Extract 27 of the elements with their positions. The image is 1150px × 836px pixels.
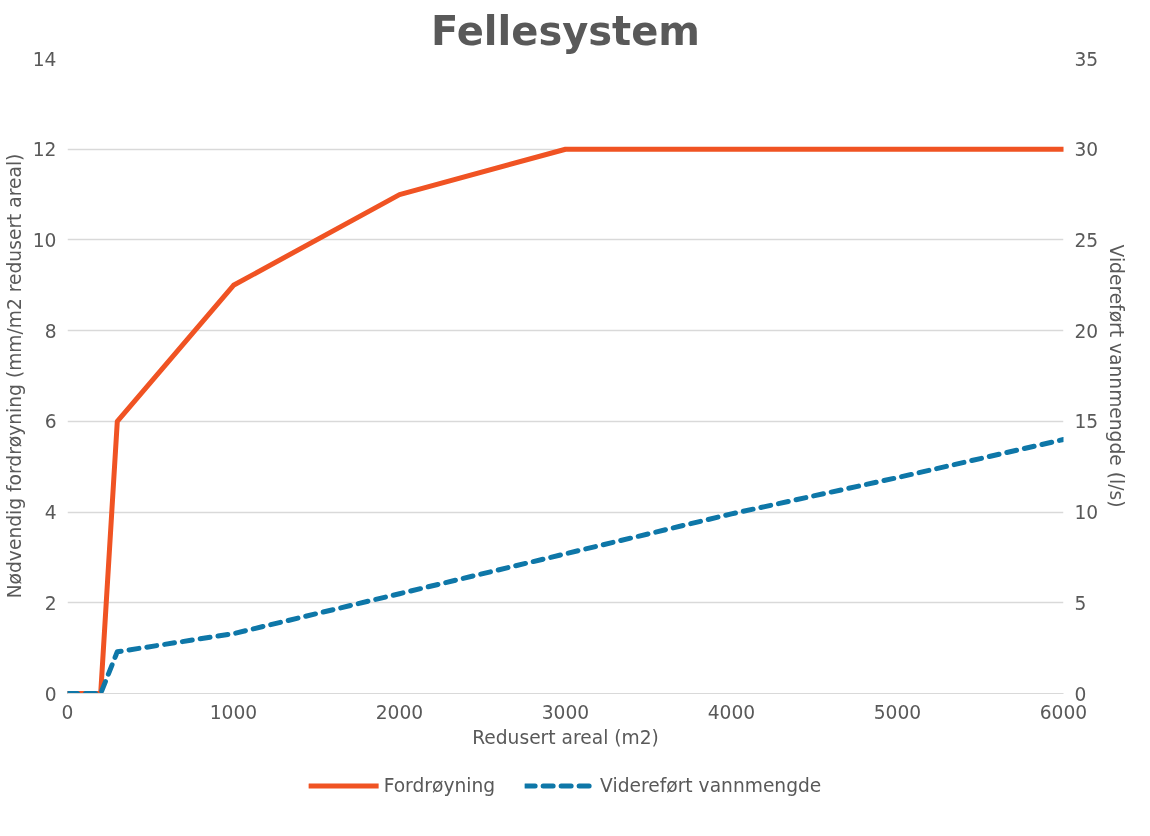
x-axis-title: Redusert areal (m2) <box>472 726 659 748</box>
legend-label: Fordrøyning <box>383 774 496 796</box>
y2-tick-label: 5 <box>1074 592 1087 614</box>
y2-axis-title: Videreført vannmengde (l/s) <box>1106 244 1128 508</box>
y-tick-label: 0 <box>44 683 57 705</box>
y-tick-label: 4 <box>44 502 57 524</box>
y-tick-label: 12 <box>32 139 57 161</box>
legend-label: Videreført vannmengde <box>600 774 822 796</box>
chart-title: Fellesystem <box>431 7 701 54</box>
y-tick-label: 8 <box>44 320 57 342</box>
y2-tick-label: 25 <box>1074 229 1099 251</box>
y2-tick-label: 10 <box>1074 502 1099 524</box>
y-tick-label: 2 <box>44 592 57 614</box>
x-tick-label: 4000 <box>707 701 756 723</box>
x-tick-label: 3000 <box>541 701 590 723</box>
x-tick-label: 2000 <box>375 701 424 723</box>
y-tick-label: 10 <box>32 229 57 251</box>
y-axis-title: Nødvendig fordrøyning (mm/m2 redusert areal) <box>3 153 25 599</box>
y2-tick-label: 20 <box>1074 320 1099 342</box>
y2-tick-label: 15 <box>1074 411 1099 433</box>
y2-tick-label: 35 <box>1074 48 1099 70</box>
y-tick-label: 6 <box>44 411 57 433</box>
x-tick-label: 1000 <box>209 701 258 723</box>
y2-tick-label: 30 <box>1074 139 1099 161</box>
y-tick-label: 14 <box>32 48 57 70</box>
x-tick-label: 0 <box>61 701 74 723</box>
x-tick-label: 5000 <box>873 701 922 723</box>
